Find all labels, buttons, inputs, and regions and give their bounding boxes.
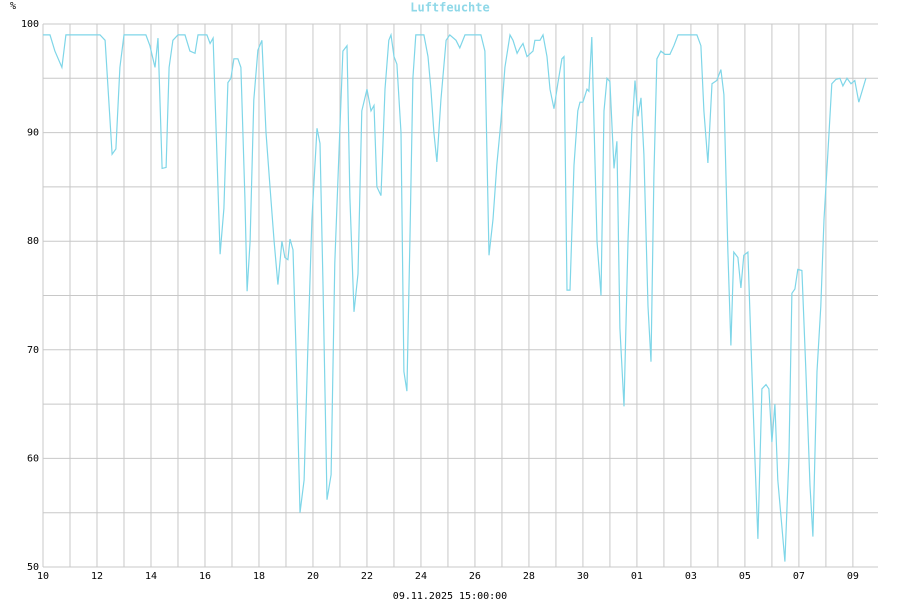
x-tick-label: 28 [523,571,535,582]
x-tick-label: 24 [415,571,427,582]
data-line [43,32,867,562]
x-tick-label: 14 [145,571,157,582]
x-tick-label: 26 [469,571,481,582]
footer-timestamp: 09.11.2025 15:00:00 [393,591,507,600]
x-tick-label: 12 [91,571,103,582]
x-tick-label: 22 [361,571,373,582]
y-tick-label: 100 [21,19,39,30]
chart-title: Luftfeuchte [410,1,489,15]
x-tick-label: 01 [631,571,643,582]
y-tick-label: 50 [27,562,39,573]
y-tick-label: 80 [27,236,39,247]
x-tick-label: 18 [253,571,265,582]
y-tick-label: 90 [27,128,39,139]
x-tick-label: 03 [685,571,697,582]
x-tick-label: 07 [793,571,805,582]
y-tick-label: 70 [27,345,39,356]
x-tick-label: 16 [199,571,211,582]
y-tick-label: 60 [27,453,39,464]
y-unit: % [10,1,16,12]
x-tick-label: 30 [577,571,589,582]
x-tick-label: 20 [307,571,319,582]
x-tick-label: 05 [739,571,751,582]
x-tick-label: 10 [37,571,49,582]
x-tick-label: 09 [847,571,859,582]
